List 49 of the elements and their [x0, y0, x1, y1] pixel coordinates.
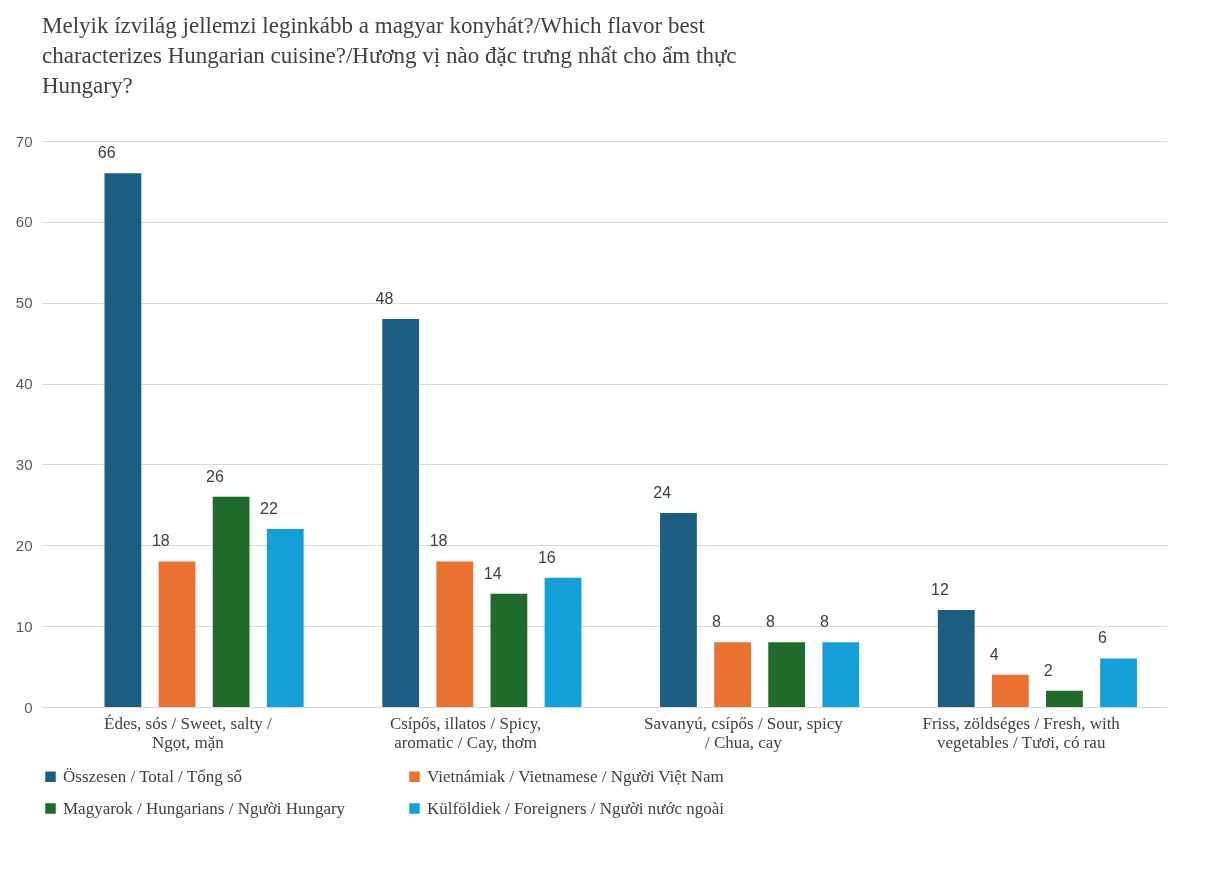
data-label: 4	[989, 645, 999, 663]
data-label: 2	[1043, 661, 1053, 679]
y-tick-label: 20	[15, 536, 33, 554]
data-label: 18	[151, 532, 170, 550]
data-label: 26	[205, 467, 224, 485]
y-tick-label: 10	[15, 617, 33, 635]
data-label: 8	[820, 613, 830, 631]
data-label: 24	[653, 483, 672, 501]
bar	[436, 561, 474, 707]
y-tick-label: 50	[15, 294, 33, 312]
bar	[937, 609, 975, 707]
data-label: 8	[711, 613, 721, 631]
y-tick-label: 40	[15, 375, 33, 393]
bar	[768, 642, 806, 707]
bar	[822, 642, 860, 707]
data-label: 18	[429, 532, 448, 550]
bar	[212, 496, 250, 707]
legend-label: Magyarok / Hungarians / Người Hungary	[63, 798, 346, 818]
bar	[714, 642, 751, 707]
data-label: 12	[931, 580, 949, 598]
y-tick-label: 70	[15, 132, 33, 150]
x-tick-label: Savanyú, csípős / Sour, spicy / Chua, cay	[644, 713, 844, 752]
data-label: 66	[97, 144, 116, 162]
bar	[490, 593, 528, 707]
y-tick-label: 30	[15, 455, 33, 473]
bar	[266, 529, 304, 707]
x-tick-label: Friss, zöldséges / Fresh, with vegetables / Tươi, có rau	[922, 713, 1121, 752]
y-tick-label: 60	[15, 213, 33, 231]
x-tick-label: Csípős, illatos / Spicy, aromatic / Cay, thơm	[389, 713, 542, 752]
data-label: 16	[537, 548, 556, 566]
legend-label: Vietnámiak / Vietnamese / Người Việt Nam	[427, 766, 724, 786]
chart-title: Melyik ízvilág jellemzi leginkább a magyar konyhát?/Which flavor best characterizes Hungarian cuisine?/Hương vị nào đặc trưng nhất cho ẩm thực Hungary?	[42, 13, 737, 98]
bar	[1100, 658, 1137, 707]
bar	[1046, 690, 1083, 707]
data-label: 8	[765, 613, 775, 631]
data-label: 6	[1097, 629, 1107, 647]
bar	[660, 512, 697, 707]
bar	[991, 674, 1029, 707]
bar	[382, 318, 420, 707]
legend-label: Összesen / Total / Tổng số	[63, 766, 243, 786]
x-tick-label: Édes, sós / Sweet, salty / Ngọt, mặn	[104, 713, 272, 752]
y-tick-label: 0	[24, 698, 33, 716]
bar	[104, 173, 142, 707]
data-label: 48	[375, 289, 394, 307]
data-label: 22	[260, 500, 278, 518]
data-label: 14	[483, 564, 502, 582]
legend-label: Külföldiek / Foreigners / Người nước ngoài	[427, 798, 725, 818]
bar	[544, 577, 582, 707]
bar	[158, 561, 196, 707]
